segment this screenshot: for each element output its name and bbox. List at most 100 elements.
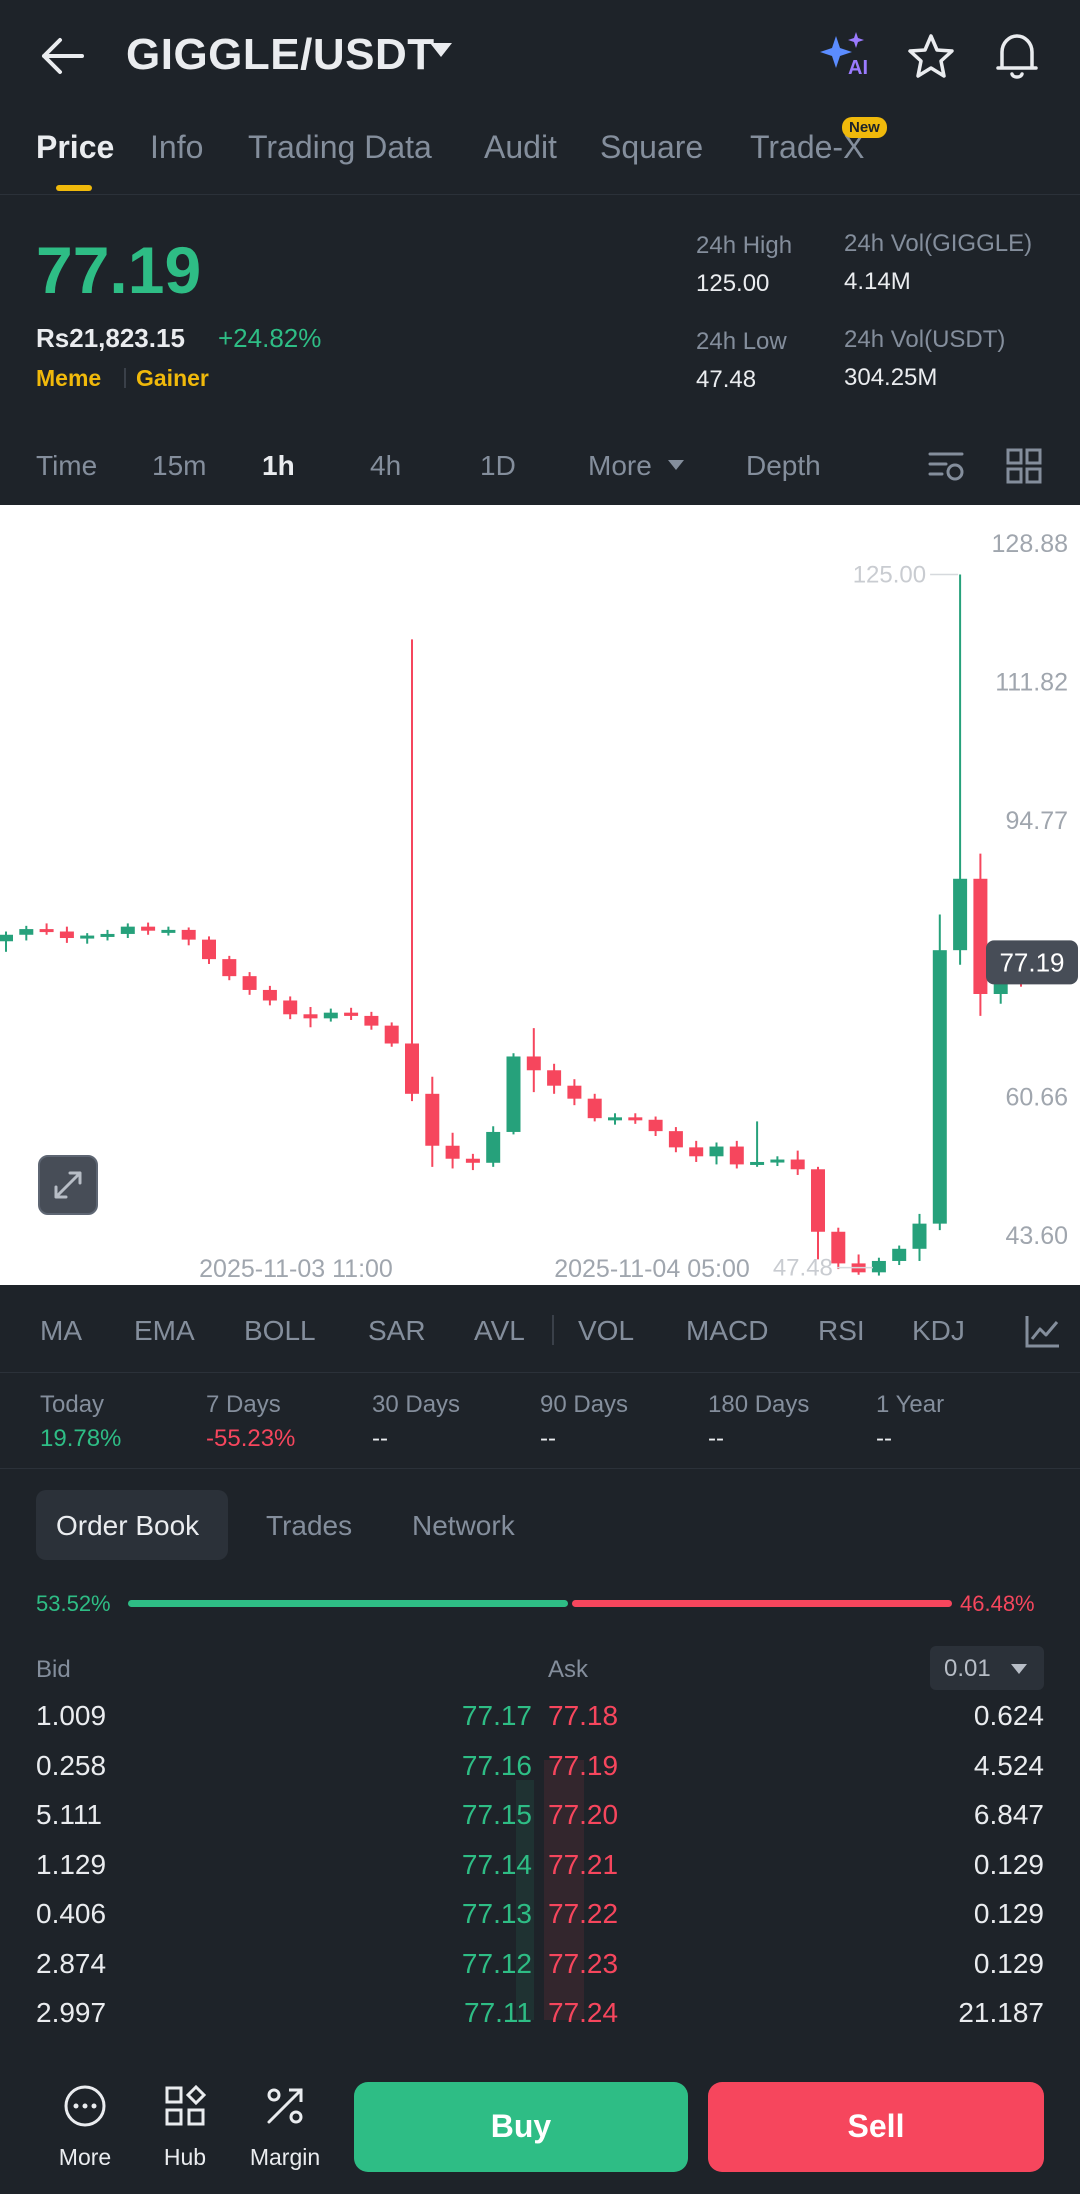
ask-qty[interactable]: 4.524 — [973, 1749, 1044, 1781]
indicator-ema[interactable]: EMA — [134, 1315, 195, 1346]
interval-1h[interactable]: 1h — [262, 450, 295, 481]
perf-value-90d: -- — [540, 1425, 556, 1452]
tab-square[interactable]: Square — [600, 129, 704, 165]
bid-price[interactable]: 77.15 — [461, 1799, 532, 1830]
precision-dropdown[interactable]: 0.01 — [930, 1646, 1044, 1690]
ask-qty[interactable]: 0.624 — [973, 1700, 1044, 1731]
current-price-label: 77.19 — [999, 947, 1064, 977]
expand-chart-icon[interactable] — [38, 1155, 98, 1215]
bid-price[interactable]: 77.14 — [461, 1848, 532, 1880]
ask-price[interactable]: 77.20 — [548, 1799, 619, 1830]
interval-15m[interactable]: 15m — [152, 450, 207, 481]
bid-price[interactable]: 77.16 — [461, 1749, 532, 1781]
vol-quote-label: 24h Vol(USDT) — [844, 326, 1006, 353]
indicator-rsi[interactable]: RSI — [818, 1315, 865, 1346]
pair-dropdown-icon[interactable] — [428, 40, 454, 60]
indicator-macd[interactable]: MACD — [686, 1315, 769, 1346]
interval-more[interactable]: More — [588, 450, 652, 481]
ask-price[interactable]: 77.19 — [548, 1749, 619, 1781]
buy-button[interactable]: Buy — [354, 2082, 688, 2172]
candle-body — [790, 1159, 805, 1170]
back-arrow-icon[interactable] — [38, 36, 88, 76]
bid-qty[interactable]: 1.129 — [36, 1848, 107, 1880]
indicator-avl[interactable]: AVL — [474, 1315, 525, 1346]
bid-qty[interactable]: 5.111 — [36, 1799, 102, 1830]
nav-margin[interactable]: Margin — [240, 2084, 330, 2170]
candle-body — [405, 1043, 419, 1094]
interval-depth[interactable]: Depth — [746, 450, 821, 481]
tab-audit[interactable]: Audit — [484, 129, 557, 165]
ask-qty[interactable]: 21.187 — [958, 1997, 1044, 2028]
tab-trades[interactable]: Trades — [266, 1510, 353, 1541]
ask-price[interactable]: 77.23 — [548, 1947, 619, 1979]
chart-settings-icon[interactable] — [928, 448, 966, 489]
perf-value-1y: -- — [876, 1425, 892, 1452]
bid-price[interactable]: 77.17 — [461, 1700, 532, 1731]
interval-1d[interactable]: 1D — [480, 450, 516, 481]
indicator-bar: MA EMA BOLL SAR AVL VOL MACD RSI KDJ — [0, 1285, 1080, 1373]
candle-body — [831, 1231, 846, 1264]
candle-body — [39, 929, 54, 933]
bid-price[interactable]: 77.13 — [461, 1898, 532, 1929]
interval-time[interactable]: Time — [36, 450, 98, 481]
indicator-kdj[interactable]: KDJ — [912, 1315, 965, 1346]
tab-network[interactable]: Network — [412, 1510, 515, 1541]
perf-value-180d: -- — [708, 1425, 724, 1452]
tab-price[interactable]: Price — [36, 129, 115, 165]
ask-qty[interactable]: 0.129 — [973, 1848, 1044, 1880]
tab-order-book[interactable]: Order Book — [56, 1510, 200, 1541]
bid-price[interactable]: 77.11 — [464, 1997, 532, 2028]
tab-order-book-bg[interactable] — [36, 1490, 228, 1560]
nav-more[interactable]: More — [40, 2084, 130, 2170]
bottom-action-bar: More Hub Margin Buy Sell — [0, 2060, 1080, 2194]
bell-icon[interactable] — [992, 30, 1042, 82]
candle-body — [547, 1070, 562, 1086]
candle-body — [181, 929, 196, 940]
ask-qty[interactable]: 0.129 — [973, 1947, 1044, 1979]
indicator-ma[interactable]: MA — [40, 1315, 82, 1346]
low-value: 47.48 — [696, 366, 757, 393]
ask-price[interactable]: 77.24 — [548, 1997, 619, 2028]
perf-value-7d: -55.23% — [206, 1425, 296, 1452]
sell-button[interactable]: Sell — [708, 2082, 1044, 2172]
candle-body — [100, 933, 115, 937]
ask-price[interactable]: 77.22 — [548, 1898, 619, 1929]
tab-trading-data[interactable]: Trading Data — [248, 129, 432, 165]
ask-qty[interactable]: 6.847 — [973, 1799, 1044, 1830]
bid-price[interactable]: 77.12 — [461, 1947, 532, 1979]
tag-gainer[interactable]: Gainer — [136, 365, 209, 391]
tag-meme[interactable]: Meme — [36, 365, 102, 391]
candle-body — [973, 878, 988, 995]
candle-body — [445, 1145, 460, 1159]
ask-ratio-bar — [572, 1600, 952, 1607]
ask-price[interactable]: 77.18 — [548, 1700, 619, 1731]
interval-4h[interactable]: 4h — [370, 450, 402, 481]
indicator-vol[interactable]: VOL — [578, 1315, 635, 1346]
pair-title[interactable]: GIGGLE/USDT — [126, 30, 435, 79]
bid-qty[interactable]: 2.874 — [36, 1947, 107, 1979]
ai-sparkle-icon[interactable]: AI — [820, 30, 872, 80]
bid-qty[interactable]: 1.009 — [36, 1700, 107, 1731]
header: GIGGLE/USDT AI — [0, 0, 1080, 115]
candle-body — [202, 939, 216, 960]
layout-grid-icon[interactable] — [1006, 448, 1042, 489]
favorite-star-icon[interactable] — [906, 32, 956, 82]
bid-header: Bid — [36, 1656, 71, 1683]
nav-hub[interactable]: Hub — [140, 2084, 230, 2170]
orderbook-tabs: Order Book Trades Network — [0, 1490, 1080, 1565]
bid-qty[interactable]: 2.997 — [36, 1997, 107, 2028]
indicator-sar[interactable]: SAR — [368, 1315, 426, 1346]
ask-price[interactable]: 77.21 — [548, 1848, 619, 1880]
indicator-settings-icon[interactable] — [1024, 1313, 1062, 1354]
indicator-boll[interactable]: BOLL — [244, 1315, 316, 1346]
ask-qty[interactable]: 0.129 — [973, 1898, 1044, 1929]
bid-qty[interactable]: 0.406 — [36, 1898, 107, 1929]
candle-body — [912, 1223, 927, 1249]
candle-body — [729, 1146, 744, 1165]
buy-label: Buy — [490, 2108, 552, 2144]
bid-qty[interactable]: 0.258 — [36, 1749, 107, 1781]
precision-label: 0.01 — [944, 1655, 991, 1682]
tab-info[interactable]: Info — [150, 129, 204, 165]
more-caret-icon[interactable] — [666, 458, 686, 477]
